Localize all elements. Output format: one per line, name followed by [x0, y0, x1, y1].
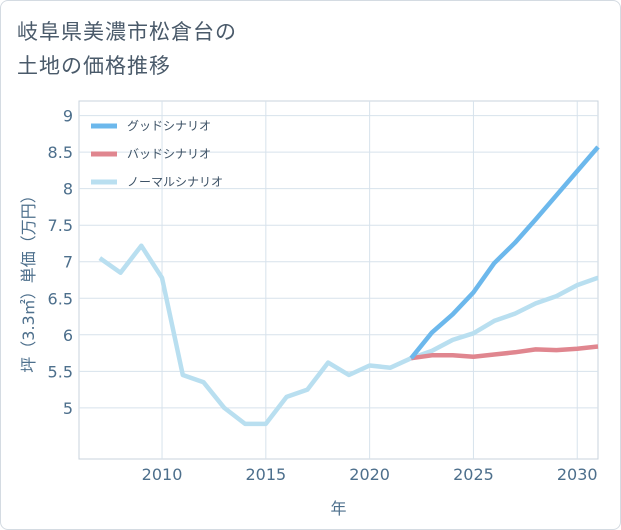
- y-axis-ticks: 5 5.5 6 6.5 7 7.5 8 8.5 9: [48, 107, 73, 418]
- x-tick-label: 2025: [453, 465, 494, 484]
- x-axis-label: 年: [330, 499, 346, 518]
- plot-area: [78, 100, 599, 460]
- y-tick-label: 8: [63, 180, 73, 199]
- y-tick-label: 8.5: [48, 143, 73, 162]
- legend-label: グッドシナリオ: [127, 119, 211, 133]
- series-line-1: [409, 145, 600, 360]
- legend-label: バッドシナリオ: [127, 147, 211, 161]
- y-tick-label: 6.5: [48, 289, 73, 308]
- y-tick-label: 5: [63, 399, 73, 418]
- x-tick-label: 2010: [142, 465, 183, 484]
- x-tick-label: 2020: [349, 465, 390, 484]
- y-axis-label: 坪（3.3㎡）単価（万円）: [19, 187, 38, 372]
- y-tick-label: 7: [63, 253, 73, 272]
- series-lines: [98, 145, 600, 427]
- series-line-3: [98, 243, 599, 427]
- y-tick-label: 9: [63, 107, 73, 126]
- y-tick-label: 6: [63, 326, 73, 345]
- x-axis-ticks: 2010 2015 2020 2025 2030: [142, 465, 598, 484]
- chart-title-line-2: 土地の価格推移: [17, 54, 171, 78]
- chart-title-line-1: 岐阜県美濃市松倉台の: [17, 20, 237, 44]
- grid-lines: [79, 101, 598, 459]
- y-tick-label: 7.5: [48, 216, 73, 235]
- x-tick-label: 2030: [557, 465, 598, 484]
- x-tick-label: 2015: [245, 465, 286, 484]
- legend-label: ノーマルシナリオ: [127, 175, 223, 189]
- series-line-2: [410, 344, 599, 361]
- y-tick-label: 5.5: [48, 362, 73, 381]
- chart-title: 岐阜県美濃市松倉台の 土地の価格推移: [17, 15, 237, 83]
